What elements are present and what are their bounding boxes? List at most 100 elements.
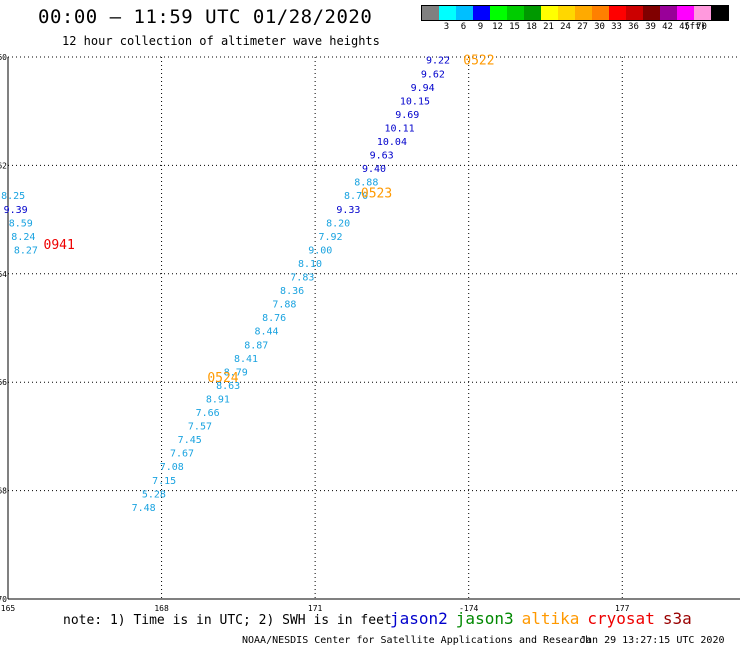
- satellite-legend-entry: jason3: [455, 609, 514, 628]
- longitude-label: 168: [154, 604, 169, 613]
- swh-value-label: 7.66: [196, 408, 220, 419]
- swh-value-label: 8.88: [354, 178, 378, 189]
- color-swatch: [660, 6, 677, 20]
- color-swatch: [558, 6, 575, 20]
- pass-time-label: 0522: [463, 54, 494, 69]
- color-swatch: [575, 6, 592, 20]
- swh-value-label: 8.59: [9, 218, 33, 229]
- color-scale-label: 6: [460, 22, 467, 32]
- color-swatch: [422, 6, 439, 20]
- swh-value-label: 8.87: [244, 340, 268, 351]
- color-scale-label: 70: [696, 22, 707, 32]
- swh-value-label: 8.63: [216, 381, 240, 392]
- color-scale-label: 30: [594, 22, 605, 32]
- swh-value-label: 8.41: [234, 354, 258, 365]
- latitude-label: -68: [0, 487, 7, 496]
- swh-value-label: 9.63: [370, 151, 394, 162]
- longitude-label: 171: [308, 604, 323, 613]
- color-scale-label: 27: [577, 22, 588, 32]
- longitude-label: -174: [459, 604, 478, 613]
- color-swatch: [524, 6, 541, 20]
- map-subtitle: 12 hour collection of altimeter wave hei…: [62, 34, 380, 48]
- swh-value-label: 8.91: [206, 394, 230, 405]
- swh-value-label: 9.39: [4, 205, 28, 216]
- pass-time-label: 0523: [361, 187, 392, 202]
- swh-value-label: 8.70: [344, 191, 368, 202]
- latitude-label: -64: [0, 270, 7, 279]
- swh-value-label: 5.28: [142, 489, 166, 500]
- color-swatch: [711, 6, 728, 20]
- swh-value-label: 10.15: [400, 96, 430, 107]
- pass-time-label: 0941: [44, 238, 75, 253]
- color-scale-label: 36: [628, 22, 639, 32]
- latitude-label: -66: [0, 378, 7, 387]
- satellite-legend-entry: jason2: [390, 609, 448, 628]
- latitude-label: -62: [0, 161, 7, 170]
- swh-value-label: 8.25: [1, 191, 25, 202]
- color-swatch: [439, 6, 456, 20]
- credit-line: NOAA/NESDIS Center for Satellite Applica…: [242, 635, 592, 646]
- swh-value-label: 7.92: [318, 232, 342, 243]
- swh-value-label: 7.45: [178, 435, 202, 446]
- satellite-legend: jason2 jason3 altika cryosat s3a: [390, 609, 700, 628]
- color-swatch: [677, 6, 694, 20]
- color-scale-label: 12: [492, 22, 503, 32]
- swh-value-label: 8.76: [262, 313, 286, 324]
- swh-value-label: 7.08: [160, 462, 184, 473]
- color-swatch: [592, 6, 609, 20]
- swh-value-label: 7.67: [170, 449, 194, 460]
- satellite-legend-entry: altika: [521, 609, 580, 628]
- color-scale-label: 15: [509, 22, 520, 32]
- swh-value-label: 9.00: [308, 245, 332, 256]
- swh-value-label: 7.15: [152, 476, 176, 487]
- swh-value-label: 8.27: [14, 245, 38, 256]
- swh-value-label: 7.88: [272, 300, 296, 311]
- color-swatch: [456, 6, 473, 20]
- color-scale-label: 9: [477, 22, 484, 32]
- color-scale-label: 24: [560, 22, 571, 32]
- satellite-legend-entry: cryosat: [587, 609, 655, 628]
- swh-value-label: 8.36: [280, 286, 304, 297]
- color-scale-label: 39: [645, 22, 656, 32]
- longitude-label: 177: [615, 604, 630, 613]
- color-swatch: [694, 6, 711, 20]
- swh-value-label: 8.20: [326, 218, 350, 229]
- longitude-label: 165: [1, 604, 16, 613]
- swh-value-label: 9.33: [336, 205, 360, 216]
- color-swatch: [507, 6, 524, 20]
- swh-value-label: 7.48: [132, 503, 156, 514]
- latitude-label: -70: [0, 595, 7, 604]
- color-scale-label: 21: [543, 22, 554, 32]
- color-scale-label: 42: [662, 22, 673, 32]
- generated-timestamp: Jan 29 13:27:15 UTC 2020: [580, 635, 725, 646]
- color-scale-label: 3: [443, 22, 450, 32]
- map-title: 00:00 — 11:59 UTC 01/28/2020: [38, 6, 373, 28]
- color-swatch: [609, 6, 626, 20]
- color-scale-label: 33: [611, 22, 622, 32]
- swh-value-label: 9.22: [426, 56, 450, 67]
- color-scale-labels: 3 6 9 12 15 18 21 24 27 30 33 36 39 42 45 70 (ft): [421, 22, 737, 34]
- swh-value-label: 9.40: [362, 164, 386, 175]
- swh-value-label: 9.94: [411, 83, 435, 94]
- swh-value-label: 8.44: [254, 327, 278, 338]
- footnote: note: 1) Time is in UTC; 2) SWH is in fe…: [63, 613, 392, 628]
- color-swatch: [626, 6, 643, 20]
- color-scale-bar: [421, 5, 729, 21]
- color-scale-label: 18: [526, 22, 537, 32]
- satellite-legend-entry: s3a: [662, 609, 692, 628]
- color-swatch: [490, 6, 507, 20]
- swh-value-label: 9.69: [395, 110, 419, 121]
- color-swatch: [541, 6, 558, 20]
- swh-value-label: 7.57: [188, 422, 212, 433]
- swh-value-label: 10.04: [377, 137, 407, 148]
- latitude-label: -60: [0, 53, 7, 62]
- color-scale-label: 45: [679, 22, 690, 32]
- swh-value-label: 7.83: [290, 273, 314, 284]
- color-swatch: [473, 6, 490, 20]
- color-swatch: [643, 6, 660, 20]
- swh-value-label: 8.79: [224, 367, 248, 378]
- swh-value-label: 9.62: [421, 69, 445, 80]
- swh-value-label: 8.10: [298, 259, 322, 270]
- pass-time-label: 0524: [207, 371, 238, 386]
